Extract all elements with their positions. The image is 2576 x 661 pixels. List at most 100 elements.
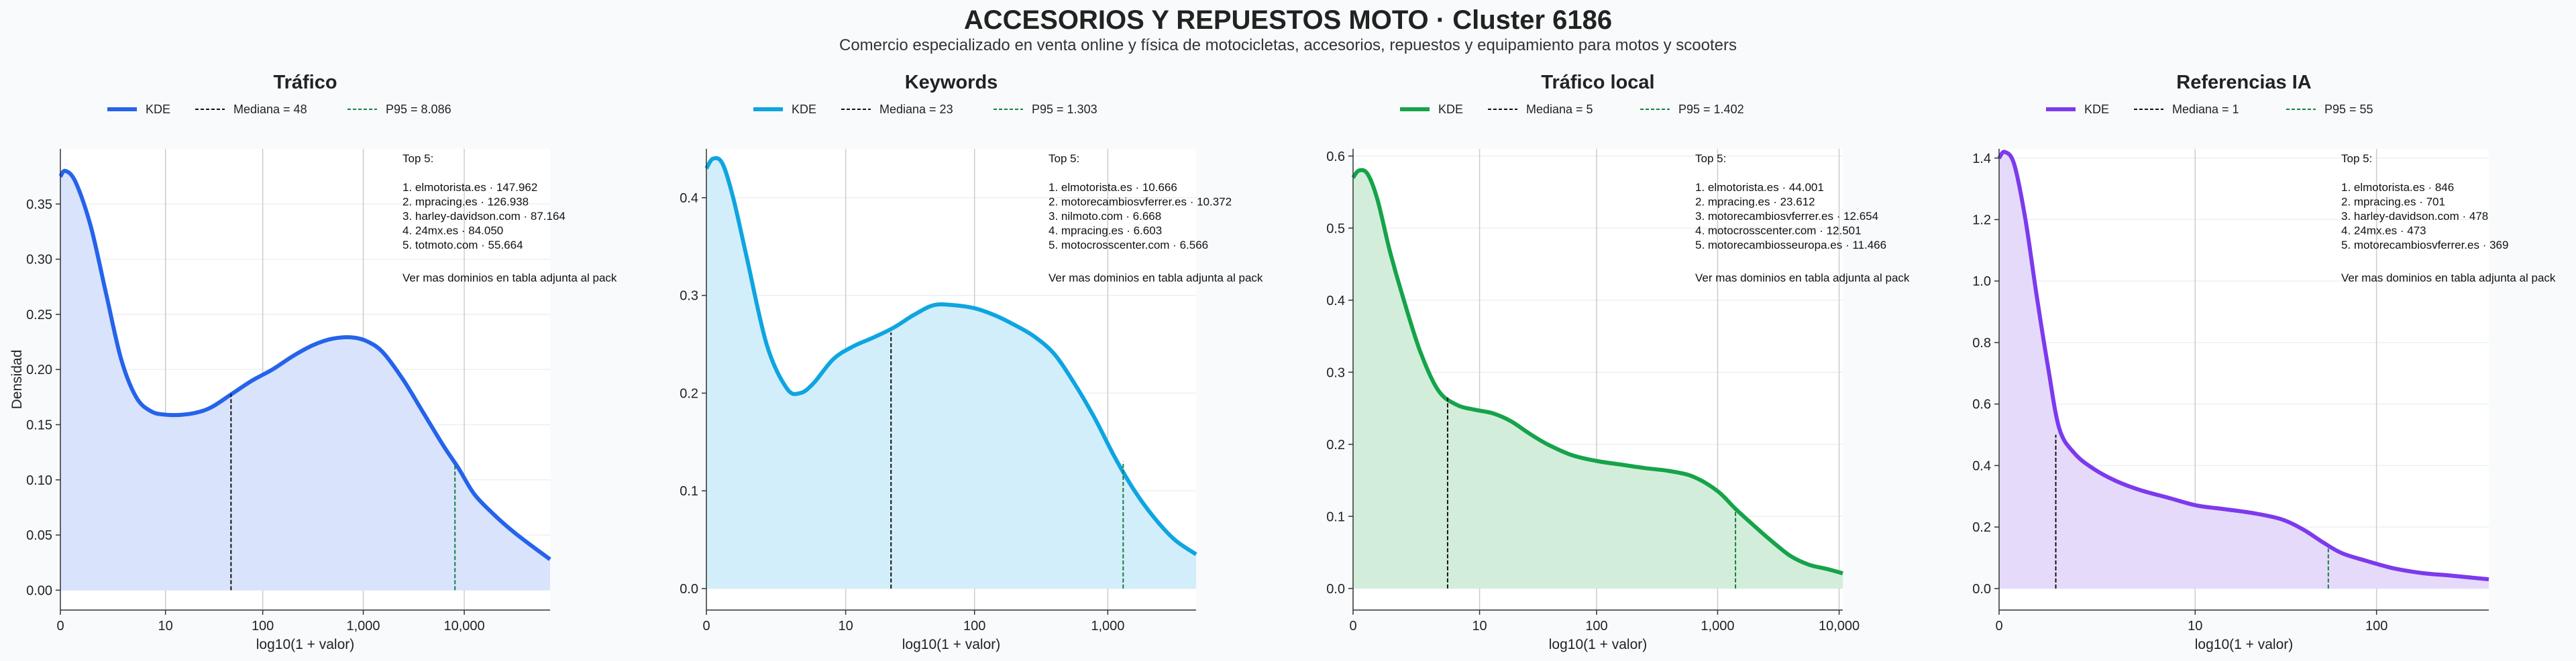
top5-note: Ver mas dominios en tabla adjunta al pac…	[402, 272, 617, 284]
legend: KDE Mediana = 1 P95 = 55	[2046, 103, 2373, 116]
x-tick-label: 10	[2188, 619, 2202, 634]
x-tick-label: 1,000	[1701, 619, 1734, 634]
top5-item: 4. mpracing.es · 6.603	[1049, 225, 1162, 237]
x-tick-label: 10	[839, 619, 853, 634]
y-tick-label: 0.4	[1972, 459, 1991, 473]
top5-annotation: Top 5: 1. elmotorista.es · 10.666 2. motor…	[1049, 152, 1263, 284]
legend: KDE Mediana = 5 P95 = 1.402	[1400, 103, 1744, 116]
y-tick-label: 0.15	[26, 418, 52, 432]
y-tick-label: 0.4	[680, 191, 698, 206]
top5-item: 1. elmotorista.es · 44.001	[1695, 181, 1824, 194]
top5-item: 4. motocrosscenter.com · 12.501	[1695, 225, 1862, 237]
top5-item: 5. motocrosscenter.com · 6.566	[1049, 239, 1208, 251]
y-tick-label: 0.35	[26, 197, 52, 212]
panel-title: Referencias IA	[2176, 72, 2312, 93]
legend-p95-label: P95 = 1.402	[1678, 103, 1744, 116]
kde-line	[1997, 149, 2489, 582]
legend-median-label: Mediana = 23	[879, 103, 953, 116]
legend-p95-label: P95 = 8.086	[386, 103, 451, 116]
top5-item: 1. elmotorista.es · 10.666	[1049, 181, 1177, 194]
panel-title: Keywords	[905, 72, 998, 93]
kde-area	[60, 170, 550, 591]
y-tick-label: 0.00	[26, 583, 52, 598]
top5-note: Ver mas dominios en tabla adjunta al pac…	[2341, 272, 2556, 284]
top5-item: 5. totmoto.com · 55.664	[402, 239, 523, 251]
top5-item: 5. motorecambiosseuropa.es · 11.466	[1695, 239, 1886, 251]
legend: KDE Mediana = 23 P95 = 1.303	[753, 103, 1097, 116]
y-axis-label: Densidad	[9, 350, 25, 410]
chart-panel-4: Referencias IA KDE Mediana = 1 P95 = 55 0.0 0…	[1972, 72, 2556, 652]
top5-item: 5. motorecambiosvferrer.es · 369	[2341, 239, 2508, 251]
y-tick-label: 0.1	[680, 484, 698, 499]
kde-area	[1353, 170, 1843, 589]
y-tick-label: 0.0	[1972, 582, 1991, 597]
x-tick-label: 0	[1995, 619, 2002, 634]
legend-kde-label: KDE	[2084, 103, 2109, 116]
x-axis-label: log10(1 + valor)	[1549, 637, 1648, 652]
x-tick-label: 10	[1472, 619, 1487, 634]
x-tick-label: 10	[158, 619, 173, 634]
kde-area	[706, 158, 1196, 589]
top5-title: Top 5:	[1049, 152, 1079, 165]
y-tick-label: 0.6	[1326, 149, 1345, 164]
legend-p95-label: P95 = 1.303	[1032, 103, 1097, 116]
x-tick-label: 100	[2365, 619, 2387, 634]
top5-item: 3. harley-davidson.com · 87.164	[402, 210, 566, 223]
y-tick-label: 0.2	[680, 386, 698, 401]
y-tick-label: 0.1	[1326, 509, 1345, 524]
y-tick-label: 0.25	[26, 308, 52, 322]
y-tick-label: 0.0	[1326, 582, 1345, 597]
chart-panel-3: Tráfico local KDE Mediana = 5 P95 = 1.402 0.…	[1326, 72, 1910, 652]
y-tick-label: 1.0	[1972, 274, 1991, 289]
panel-title: Tráfico local	[1541, 72, 1654, 93]
top5-item: 3. harley-davidson.com · 478	[2341, 210, 2488, 223]
top5-title: Top 5:	[1695, 152, 1726, 165]
top5-item: 4. 24mx.es · 473	[2341, 225, 2426, 237]
top5-title: Top 5:	[402, 152, 433, 165]
y-tick-label: 1.4	[1972, 152, 1991, 166]
top5-title: Top 5:	[2341, 152, 2372, 165]
y-tick-label: 0.10	[26, 473, 52, 488]
x-tick-label: 0	[56, 619, 64, 634]
kde-area	[1999, 152, 2489, 589]
x-axis-label: log10(1 + valor)	[2195, 637, 2294, 652]
top5-annotation: Top 5: 1. elmotorista.es · 147.962 2. mpra…	[402, 152, 617, 284]
y-tick-label: 1.2	[1972, 213, 1991, 227]
chart-panel-2: Keywords KDE Mediana = 23 P95 = 1.303 0.0 0.1…	[680, 72, 1263, 652]
top5-item: 1. elmotorista.es · 846	[2341, 181, 2454, 194]
y-tick-label: 0.3	[1326, 365, 1345, 380]
page-subtitle: Comercio especializado en venta online y…	[839, 36, 1737, 54]
x-tick-label: 10,000	[1819, 619, 1860, 634]
kde-line	[704, 156, 1197, 556]
legend-p95-label: P95 = 55	[2324, 103, 2373, 116]
x-tick-label: 1,000	[347, 619, 380, 634]
y-tick-label: 0.8	[1972, 336, 1991, 351]
top5-note: Ver mas dominios en tabla adjunta al pac…	[1695, 272, 1910, 284]
y-tick-label: 0.20	[26, 363, 52, 377]
kde-line	[58, 168, 551, 561]
page-title: ACCESORIOS Y REPUESTOS MOTO · Cluster 61…	[963, 5, 1613, 35]
top5-item: 2. motorecambiosvferrer.es · 10.372	[1049, 196, 1232, 208]
kde-line	[1351, 168, 1843, 576]
x-axis-label: log10(1 + valor)	[256, 637, 355, 652]
top5-item: 3. motorecambiosvferrer.es · 12.654	[1695, 210, 1878, 223]
y-tick-label: 0.30	[26, 253, 52, 267]
x-tick-label: 0	[1349, 619, 1356, 634]
legend-kde-label: KDE	[1438, 103, 1463, 116]
top5-item: 1. elmotorista.es · 147.962	[402, 181, 537, 194]
top5-annotation: Top 5: 1. elmotorista.es · 44.001 2. mprac…	[1695, 152, 1910, 284]
y-tick-label: 0.6	[1972, 398, 1991, 412]
panel-title: Tráfico	[273, 72, 337, 93]
x-tick-label: 10,000	[443, 619, 484, 634]
chart-panel-1: Tráfico KDE Mediana = 48 P95 = 8.086 0.00 0.0…	[9, 72, 617, 652]
y-tick-label: 0.5	[1326, 221, 1345, 236]
top5-item: 3. nilmoto.com · 6.668	[1049, 210, 1161, 223]
legend: KDE Mediana = 48 P95 = 8.086	[107, 103, 451, 116]
x-tick-label: 1,000	[1091, 619, 1124, 634]
y-tick-label: 0.2	[1326, 438, 1345, 453]
x-axis-label: log10(1 + valor)	[902, 637, 1001, 652]
x-tick-label: 100	[963, 619, 985, 634]
top5-note: Ver mas dominios en tabla adjunta al pac…	[1049, 272, 1263, 284]
top5-annotation: Top 5: 1. elmotorista.es · 846 2. mpracing…	[2341, 152, 2556, 284]
